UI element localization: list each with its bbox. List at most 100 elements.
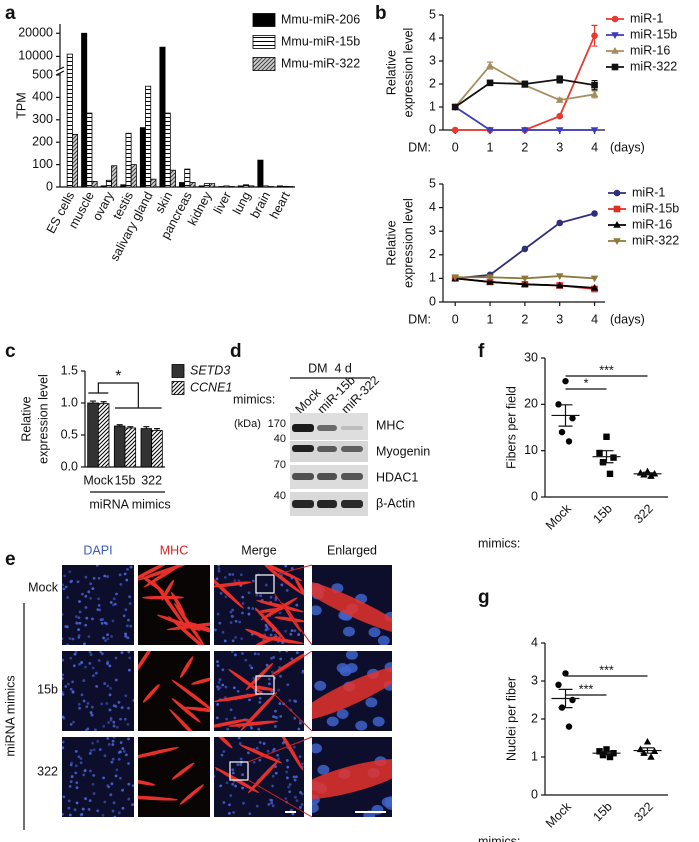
nucleus (115, 768, 119, 772)
legend-label: miR-15b (630, 27, 677, 41)
nucleus (82, 773, 86, 777)
nucleus (89, 653, 93, 656)
nucleus (114, 656, 118, 660)
nucleus (78, 610, 82, 614)
nucleus (225, 717, 229, 721)
myotube (138, 565, 191, 581)
nucleus (98, 748, 102, 751)
myotube (258, 636, 304, 644)
y-axis-label: expression level (36, 374, 50, 464)
nucleus (300, 792, 304, 796)
nucleus (62, 715, 65, 719)
nucleus (92, 792, 96, 795)
nucleus (269, 633, 273, 637)
panel-letter: c (5, 341, 16, 362)
nucleus (265, 663, 269, 667)
nucleus (230, 651, 234, 654)
nucleus (84, 606, 88, 609)
error-bar (143, 426, 150, 429)
sem-bar (558, 404, 573, 427)
nucleus (63, 574, 67, 578)
legend-swatch (252, 35, 276, 49)
y-tick-label: 20 (524, 397, 538, 411)
nucleus (62, 658, 65, 662)
x-tick-label: heart (267, 189, 293, 221)
nucleus (67, 806, 71, 810)
nucleus (69, 723, 73, 726)
nucleus (293, 716, 297, 720)
bar (125, 132, 132, 188)
zoom-box (255, 675, 275, 695)
nucleus (70, 761, 74, 765)
data-point (569, 696, 576, 704)
condition-label: Mock (28, 580, 59, 594)
nucleus (216, 660, 219, 664)
nucleus (229, 794, 233, 797)
nucleus (68, 785, 72, 788)
data-point (451, 103, 459, 111)
nucleus (298, 806, 302, 809)
myotube (312, 665, 392, 721)
nucleus (267, 802, 271, 806)
nucleus (121, 789, 124, 792)
nucleus (128, 668, 131, 672)
nucleus (288, 699, 292, 702)
data-point (603, 433, 610, 440)
nucleus (109, 601, 113, 604)
nucleus (86, 701, 90, 705)
nucleus (276, 753, 279, 757)
data-point (606, 470, 614, 478)
bar (276, 185, 283, 188)
bar (189, 182, 196, 188)
nucleus (300, 803, 304, 806)
zoom-box (229, 761, 249, 781)
nucleus (111, 809, 115, 813)
bar (120, 184, 127, 188)
nucleus (292, 775, 296, 779)
condition-label: 322 (37, 764, 58, 778)
nucleus (274, 598, 278, 602)
nucleus (124, 608, 128, 612)
band (341, 500, 363, 508)
sem-bar (640, 747, 655, 754)
nucleus (233, 716, 237, 720)
y-tick-label: 0 (531, 787, 538, 801)
myotube (271, 651, 304, 676)
x-axis-label: (days) (610, 140, 645, 154)
nucleus (287, 785, 291, 789)
legend-marker (611, 47, 619, 54)
nucleus (106, 660, 110, 664)
legend-marker (613, 238, 621, 245)
x-tick-label: 4 (591, 140, 598, 154)
micrograph (62, 737, 134, 817)
y-axis-label: Fibers per field (504, 386, 518, 469)
series-line (454, 106, 595, 131)
blot-panel: d DM 4 d mimics: Mock miR-15b miR-322 (k… (230, 341, 430, 516)
data-point (451, 126, 459, 134)
nucleus (214, 774, 216, 778)
x-tick-label: 3 (556, 312, 563, 326)
nucleus (88, 799, 92, 803)
nucleus (69, 656, 73, 660)
nucleus (120, 706, 124, 710)
data-point (555, 273, 564, 280)
nucleus (336, 709, 349, 720)
zoom-line (247, 736, 313, 818)
myotube (171, 762, 195, 780)
nucleus (119, 717, 122, 721)
nucleus (88, 662, 92, 665)
nucleus (118, 573, 122, 577)
nucleus (92, 748, 96, 752)
nucleus (125, 624, 129, 628)
nucleus (236, 689, 240, 693)
myotube (258, 608, 284, 613)
nucleus (110, 635, 113, 638)
bar (237, 185, 244, 188)
nucleus (317, 764, 330, 775)
nucleus (77, 634, 81, 637)
myotube (141, 575, 165, 593)
nucleus (89, 769, 92, 773)
channel-label: MHC (160, 543, 188, 557)
myotube (191, 677, 210, 685)
data-point (569, 415, 576, 422)
